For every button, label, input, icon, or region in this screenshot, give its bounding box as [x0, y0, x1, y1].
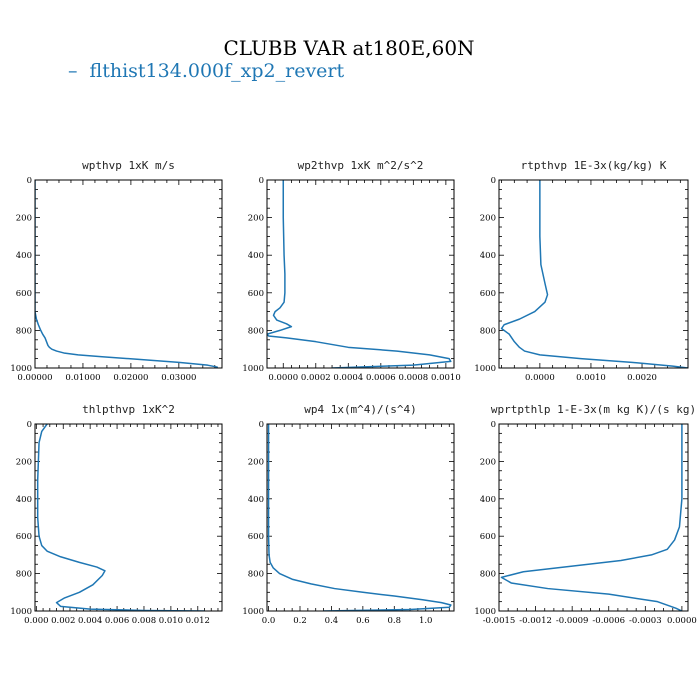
x-tick-label: -0.0006: [592, 616, 625, 626]
y-tick-label: 800: [16, 326, 32, 336]
x-tick-label: -0.0009: [556, 616, 589, 626]
legend-label: flthist134.000f_xp2_revert: [90, 60, 345, 82]
x-tick-label: -0.0012: [519, 616, 552, 626]
x-tick-label: 0.00000: [17, 373, 52, 383]
x-tick-label: 0.8: [388, 616, 402, 626]
x-tick-label: 0.0002: [301, 373, 331, 383]
panel-6: wprtpthlp 1-E-3x(m kg K)/(s kg) 0 200 400 60…: [474, 403, 696, 626]
x-tick-label: 0.012: [186, 616, 210, 626]
x-tick-label: 0.0010: [431, 373, 461, 383]
y-tick-label: 1000: [242, 607, 264, 617]
x-tick-label: 0.0020: [627, 373, 657, 383]
y-tick-label: 600: [480, 289, 496, 299]
x-tick-label: 0.004: [78, 616, 102, 626]
x-tick-label: 0.000: [24, 616, 48, 626]
x-tick-label: 0.002: [51, 616, 75, 626]
y-tick-label: 800: [480, 326, 496, 336]
legend-line-marker: –: [68, 60, 78, 82]
y-tick-label: 1000: [474, 607, 496, 617]
x-tick-label: 0.0010: [576, 373, 606, 383]
x-tick-label: 0.0008: [398, 373, 428, 383]
y-tick-label: 0: [259, 420, 264, 430]
y-tick-label: 0: [491, 176, 496, 186]
y-tick-label: 600: [480, 532, 496, 542]
x-tick-label: 0.0000: [667, 616, 697, 626]
y-tick-label: 200: [480, 214, 496, 224]
y-tick-label: 200: [248, 457, 264, 467]
panel-title: rtpthvp 1E-3x(kg/kg) K: [521, 159, 667, 172]
series-line: [500, 180, 688, 368]
y-tick-label: 600: [16, 532, 32, 542]
x-tick-label: 0.0006: [366, 373, 396, 383]
plot-frame: [266, 423, 455, 612]
y-tick-label: 400: [16, 251, 32, 261]
x-tick-label: 0.008: [132, 616, 156, 626]
x-tick-label: -0.0015: [483, 616, 516, 626]
series-line: [36, 424, 205, 611]
series-line: [267, 180, 452, 368]
y-tick-label: 200: [16, 457, 32, 467]
x-tick-label: 0.0000: [268, 373, 298, 383]
x-tick-label: 0.6: [356, 616, 370, 626]
y-tick-label: 1000: [242, 364, 264, 374]
panel-3: rtpthvp 1E-3x(kg/kg) K 0 200 400 600 800 1000 0…: [474, 159, 689, 383]
y-tick-label: 400: [480, 251, 496, 261]
figure-title: CLUBB VAR at180E,60N: [223, 36, 474, 60]
y-tick-label: 0: [259, 176, 264, 186]
y-tick-label: 800: [248, 326, 264, 336]
series-line: [500, 424, 683, 611]
x-tick-label: 0.01000: [65, 373, 100, 383]
y-tick-label: 400: [16, 495, 32, 505]
legend-entry: – flthist134.000f_xp2_revert: [68, 60, 345, 82]
y-tick-label: 1000: [10, 364, 32, 374]
y-tick-label: 600: [248, 289, 264, 299]
y-tick-label: 1000: [10, 607, 32, 617]
x-tick-label: 0.0004: [333, 373, 363, 383]
y-tick-label: 0: [27, 420, 32, 430]
x-tick-label: 0.0: [262, 616, 276, 626]
y-tick-label: 400: [248, 251, 264, 261]
plot-frame: [498, 423, 689, 612]
x-tick-label: 0.4: [325, 616, 339, 626]
panel-title: thlpthvp 1xK^2: [82, 403, 175, 416]
plot-frame: [34, 179, 223, 369]
x-tick-label: 0.010: [159, 616, 183, 626]
y-tick-label: 600: [248, 532, 264, 542]
panel-title: wprtpthlp 1-E-3x(m kg K)/(s kg): [491, 403, 696, 416]
y-tick-label: 0: [491, 420, 496, 430]
panel-title: wpthvp 1xK m/s: [82, 159, 175, 172]
series-line: [267, 424, 452, 611]
x-tick-label: 0.006: [105, 616, 129, 626]
x-tick-label: 0.0000: [525, 373, 555, 383]
x-tick-label: 0.2: [293, 616, 307, 626]
y-tick-label: 600: [16, 289, 32, 299]
x-tick-label: 0.02000: [113, 373, 148, 383]
x-tick-label: 1.0: [419, 616, 433, 626]
y-tick-label: 1000: [474, 364, 496, 374]
y-tick-label: 400: [480, 495, 496, 505]
x-tick-label: 0.03000: [161, 373, 196, 383]
y-tick-label: 800: [480, 570, 496, 580]
x-tick-label: -0.0003: [629, 616, 662, 626]
panel-2: wp2thvp 1xK m^2/s^2 0 200 400 600 800 1000 0.00…: [242, 159, 460, 383]
panel-title: wp2thvp 1xK m^2/s^2: [298, 159, 424, 172]
series-line: [35, 180, 218, 368]
y-tick-label: 200: [16, 214, 32, 224]
y-tick-label: 800: [248, 570, 264, 580]
y-tick-label: 200: [248, 214, 264, 224]
plot-frame: [498, 179, 689, 369]
y-tick-label: 200: [480, 457, 496, 467]
plot-frame: [34, 423, 223, 612]
y-tick-label: 0: [27, 176, 32, 186]
panel-title: wp4 1x(m^4)/(s^4): [304, 403, 417, 416]
y-tick-label: 400: [248, 495, 264, 505]
y-tick-label: 800: [16, 570, 32, 580]
plot-frame: [266, 179, 455, 369]
